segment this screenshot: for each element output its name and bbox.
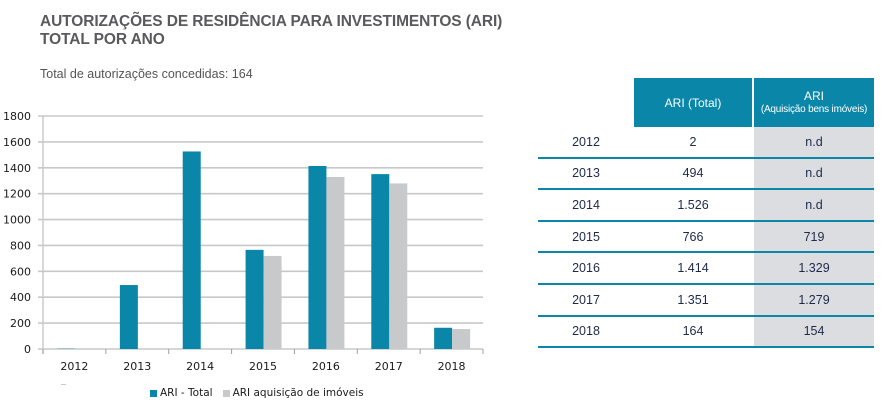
table-row: 2016 1.414 1.329 xyxy=(538,253,874,285)
cell-year: 2018 xyxy=(572,324,600,339)
bar-ari-imoveis xyxy=(452,329,471,349)
x-tick-label: 2015 xyxy=(249,360,277,373)
chart-title: AUTORIZAÇÕES DE RESIDÊNCIA PARA INVESTIM… xyxy=(40,13,502,49)
chart-title-line-1: AUTORIZAÇÕES DE RESIDÊNCIA PARA INVESTIM… xyxy=(40,13,503,30)
cell-ari-imoveis: n.d xyxy=(754,127,874,157)
chart-legend: ARI - Total ARI aquisição de imóveis xyxy=(150,387,374,399)
bar-ari-total xyxy=(308,165,327,349)
bar-ari-imoveis xyxy=(263,255,282,349)
cell-year: 2017 xyxy=(572,292,600,307)
cell-ari-imoveis: n.d xyxy=(754,158,874,189)
table-row: 2018 164 154 xyxy=(538,316,874,349)
cell-ari-imoveis: 719 xyxy=(754,221,874,252)
table-row: 2015 766 719 xyxy=(538,221,874,254)
x-tick-label: 2018 xyxy=(438,360,466,373)
y-tick-label: 0 xyxy=(24,343,31,356)
x-tick-label: 2013 xyxy=(123,360,151,373)
cell-year: 2014 xyxy=(572,197,600,212)
bar-ari-imoveis xyxy=(326,176,345,349)
cell-ari-total: 494 xyxy=(682,166,704,181)
divider-mark xyxy=(61,384,66,385)
y-tick-label: 800 xyxy=(10,239,31,252)
y-tick-label: 200 xyxy=(10,317,31,330)
legend-item-ari-total: ARI - Total xyxy=(150,387,213,399)
legend-label-ari-total: ARI - Total xyxy=(160,387,213,399)
y-axis: 0 200 400 600 800 1000 1200 1400 1600 1800 xyxy=(3,110,44,356)
table-row: 2014 1.526 n.d xyxy=(538,190,874,222)
bar-ari-total xyxy=(245,249,264,349)
x-tick-label: 2012 xyxy=(60,360,88,373)
cell-year: 2012 xyxy=(572,134,600,149)
bar-ari-total xyxy=(182,151,201,349)
cell-ari-imoveis: 1.279 xyxy=(754,284,874,315)
cell-ari-total: 1.526 xyxy=(677,197,709,212)
y-tick-label: 1600 xyxy=(3,136,31,149)
cell-ari-imoveis: 1.329 xyxy=(754,253,874,283)
ari-table: ARI (Total) ARI (Aquisição bens imóveis)… xyxy=(538,78,874,349)
cell-ari-total: 766 xyxy=(682,229,704,244)
legend-label-ari-imoveis: ARI aquisição de imóveis xyxy=(232,387,364,399)
table-row: 2017 1.351 1.279 xyxy=(538,284,874,317)
bar-ari-total xyxy=(371,174,390,349)
header-ari-total: ARI (Total) xyxy=(634,78,752,127)
header-ari-imoveis: ARI (Aquisição bens imóveis) xyxy=(754,78,874,127)
bars xyxy=(57,151,471,349)
legend-swatch-ari-total xyxy=(150,389,157,397)
x-tick-label: 2016 xyxy=(312,360,340,373)
chart-title-line-2: TOTAL POR ANO xyxy=(40,31,165,48)
table-row: 2013 494 n.d xyxy=(538,158,874,191)
cell-ari-imoveis: 154 xyxy=(754,316,874,347)
bar-ari-imoveis xyxy=(389,183,408,349)
legend-swatch-ari-imoveis xyxy=(222,389,230,397)
cell-year: 2013 xyxy=(572,166,600,181)
chart-subtitle: Total de autorizações concedidas: 164 xyxy=(40,67,253,81)
cell-ari-total: 2 xyxy=(689,134,697,149)
x-tick-label: 2017 xyxy=(375,360,403,373)
cell-ari-total: 1.414 xyxy=(677,261,709,276)
table-header: ARI (Total) ARI (Aquisição bens imóveis) xyxy=(538,78,874,127)
cell-ari-total: 1.351 xyxy=(677,292,709,307)
y-tick-label: 1400 xyxy=(3,162,31,175)
y-tick-label: 400 xyxy=(10,291,31,304)
cell-ari-imoveis: n.d xyxy=(754,190,874,220)
cell-year: 2016 xyxy=(572,261,600,276)
cell-year: 2015 xyxy=(572,229,600,244)
bar-ari-total xyxy=(119,285,138,349)
x-tick-label: 2014 xyxy=(186,360,214,373)
table-row: 2012 2 n.d xyxy=(538,127,874,159)
y-tick-label: 1000 xyxy=(3,214,31,227)
header-ari-imoveis-subtitle: (Aquisição bens imóveis) xyxy=(760,103,868,115)
bar-ari-total xyxy=(434,327,453,349)
header-ari-imoveis-title: ARI xyxy=(803,88,824,103)
x-axis: 2012 2013 2014 2015 2016 2017 2018 xyxy=(42,349,484,373)
cell-ari-total: 164 xyxy=(682,324,704,339)
legend-item-ari-imoveis: ARI aquisição de imóveis xyxy=(222,387,364,399)
y-tick-label: 600 xyxy=(10,265,31,278)
table-body: 2012 2 n.d 2013 494 n.d 2014 1.526 n.d 2015 766 719… xyxy=(538,127,874,349)
y-tick-label: 1200 xyxy=(3,188,31,201)
y-tick-label: 1800 xyxy=(3,110,31,123)
